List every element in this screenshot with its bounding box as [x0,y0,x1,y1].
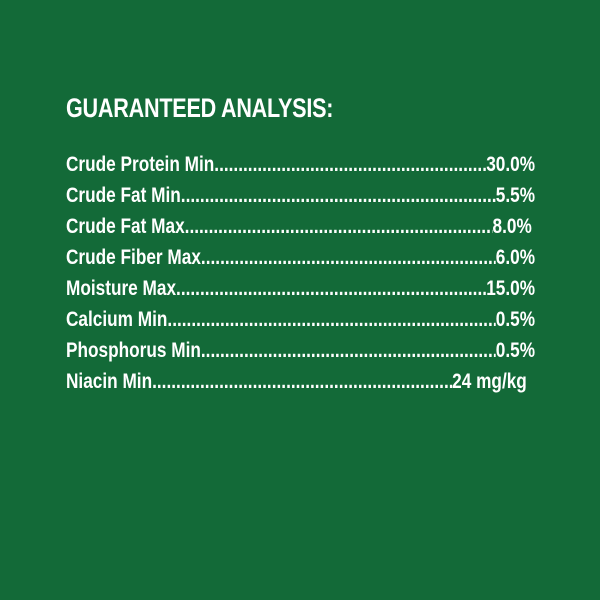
list-item: Phosphorus Min..........................… [66,339,535,370]
dot-leader: ........................................… [167,308,495,331]
list-item: Niacin Min..............................… [66,370,527,401]
dot-leader: ........................................… [176,277,487,300]
list-item: Crude Fat Min...........................… [66,184,535,215]
item-value: 0.5% [495,339,536,362]
item-label: Phosphorus Min [66,339,201,362]
item-value: 15.0% [486,277,536,300]
dot-leader: ........................................… [184,215,493,238]
item-label: Crude Fat Min [66,184,181,207]
list-item: Calcium Min.............................… [66,308,535,339]
item-label: Crude Protein Min [66,153,215,176]
page-title: GUARANTEED ANALYSIS: [66,93,334,123]
dot-leader: ........................................… [200,339,496,362]
list-item: Crude Fiber Max.........................… [66,246,535,277]
item-label: Moisture Max [66,277,177,300]
item-label: Crude Fiber Max [66,246,201,269]
dot-leader: ........................................… [214,153,486,176]
dot-leader: ........................................… [180,184,496,207]
item-value: 24 mg/kg [452,370,527,393]
list-item: Moisture Max............................… [66,277,535,308]
item-label: Niacin Min [66,370,153,393]
item-value: 6.0% [495,246,536,269]
item-value: 0.5% [495,308,536,331]
analysis-list: Crude Protein Min.......................… [66,153,535,401]
dot-leader: ........................................… [200,246,496,269]
item-label: Crude Fat Max [66,215,185,238]
item-label: Calcium Min [66,308,168,331]
item-value: 8.0% [492,215,532,238]
item-value: 30.0% [486,153,536,176]
dot-leader: ........................................… [152,370,452,393]
list-item: Crude Protein Min.......................… [66,153,535,184]
item-value: 5.5% [495,184,536,207]
list-item: Crude Fat Max...........................… [66,215,532,246]
